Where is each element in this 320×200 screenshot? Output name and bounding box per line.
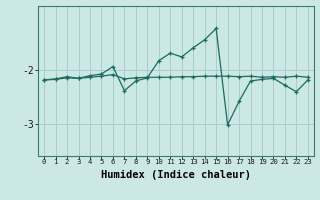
X-axis label: Humidex (Indice chaleur): Humidex (Indice chaleur) (101, 170, 251, 180)
